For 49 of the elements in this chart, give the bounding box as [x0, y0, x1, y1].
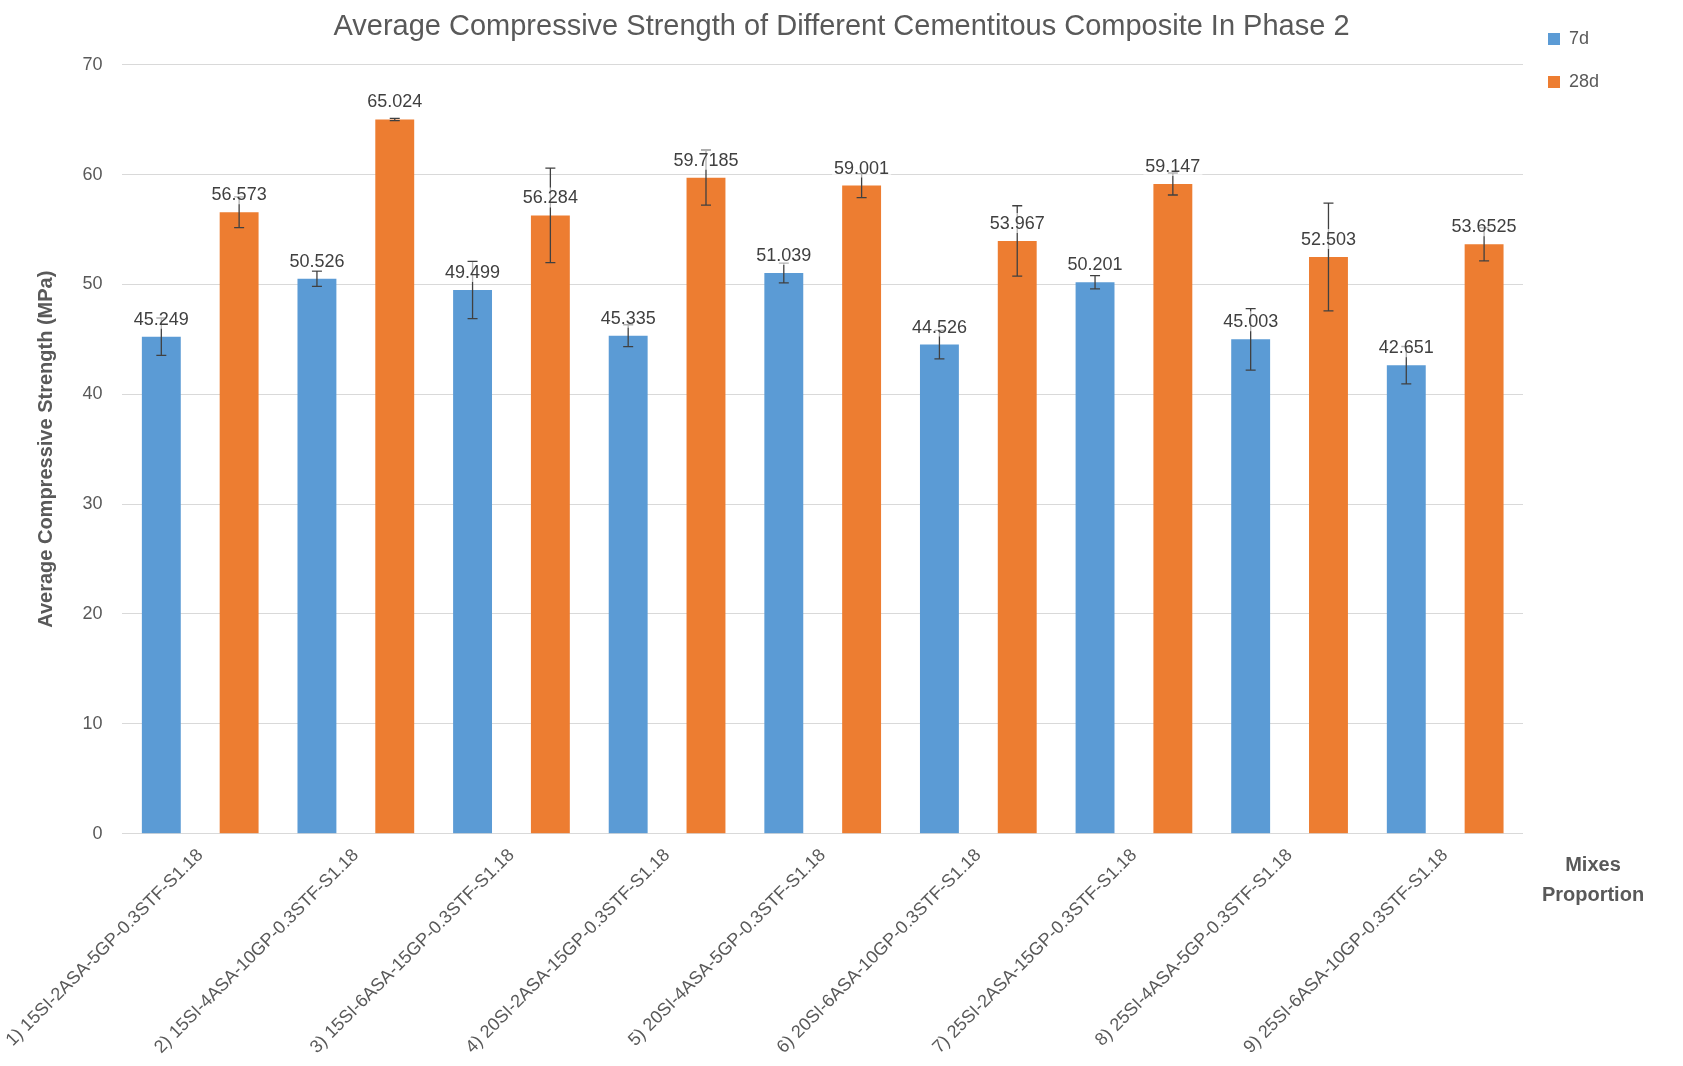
data-label: 56.573	[211, 184, 267, 205]
data-label: 53.967	[989, 212, 1045, 233]
y-tick-label: 70	[82, 53, 103, 74]
bar	[530, 215, 570, 834]
bar	[997, 240, 1037, 834]
data-label: 44.526	[911, 316, 967, 337]
data-label: 45.249	[133, 308, 189, 329]
bar	[764, 273, 804, 834]
y-tick-label: 50	[82, 273, 103, 294]
bar	[1464, 244, 1504, 834]
bar	[219, 212, 259, 834]
data-label: 59.147	[1145, 155, 1201, 176]
bar	[297, 278, 337, 834]
bar	[842, 185, 882, 834]
bar	[608, 335, 648, 834]
bar	[1386, 365, 1426, 834]
bar	[686, 177, 726, 834]
y-tick-label: 10	[82, 712, 103, 733]
data-label: 56.284	[522, 187, 578, 208]
chart-title: Average Compressive Strength of Different Cementitous Composite In Phase 2	[333, 9, 1350, 42]
y-tick-label: 60	[82, 163, 103, 184]
data-label: 45.335	[600, 307, 656, 328]
data-label: 52.503	[1300, 228, 1357, 249]
bar	[1153, 184, 1193, 834]
y-tick-label: 20	[82, 602, 103, 623]
bar	[1309, 256, 1348, 834]
data-label: 65.024	[367, 91, 423, 112]
data-label: 59.7185	[673, 149, 739, 170]
data-label: 59.001	[834, 157, 890, 178]
data-label: 45.003	[1223, 311, 1279, 332]
bar	[1231, 339, 1271, 834]
bar	[1075, 282, 1115, 834]
data-label: 49.499	[445, 261, 501, 282]
bar	[919, 344, 959, 834]
data-label: 50.526	[289, 250, 345, 271]
data-label: 42.651	[1378, 337, 1434, 358]
x-axis-title: Mixes Proportion	[1541, 853, 1645, 906]
y-tick-label: 40	[82, 383, 103, 404]
data-label: 50.201	[1067, 254, 1123, 275]
y-tick-label: 0	[92, 822, 103, 843]
legend-label: 28d	[1569, 70, 1600, 91]
data-label: 53.6525	[1451, 216, 1517, 237]
bar	[453, 289, 493, 834]
bar	[141, 336, 181, 834]
data-label: 51.039	[756, 245, 812, 266]
bar	[375, 119, 415, 834]
y-tick-label: 30	[82, 493, 103, 514]
legend-label: 7d	[1569, 27, 1590, 48]
y-axis-title: Average Compressive Strength (MPa)	[33, 270, 56, 628]
